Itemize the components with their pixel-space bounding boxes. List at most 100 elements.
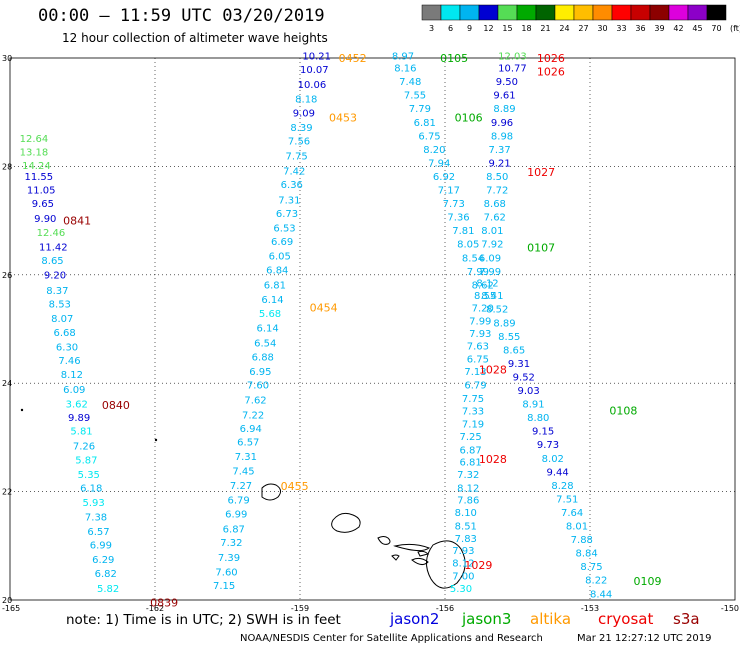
colorbar-label: 21	[540, 24, 550, 33]
swh-value: 7.62	[244, 395, 266, 406]
lon-tick-label: -165	[2, 604, 20, 612]
swh-value: 7.39	[218, 553, 240, 564]
swh-value: 12.46	[37, 228, 66, 239]
swh-value: 7.00	[452, 571, 474, 582]
swh-value: 12.03	[498, 52, 527, 63]
islet-dot	[20, 408, 24, 412]
swh-value: 7.64	[561, 508, 583, 519]
lat-tick-label: 30	[2, 54, 12, 63]
swh-value: 9.89	[68, 413, 90, 424]
swh-value: 7.99	[479, 267, 501, 278]
colorbar-label: 42	[673, 24, 683, 33]
swh-value: 6.81	[460, 458, 482, 469]
island-outline	[417, 550, 429, 557]
swh-value: 7.88	[571, 535, 593, 546]
swh-value: 8.41	[481, 291, 503, 302]
island-outline	[391, 554, 400, 561]
pass-time-label: 1029	[464, 559, 492, 572]
swh-value: 10.77	[498, 64, 527, 75]
swh-value: 7.13	[464, 367, 486, 378]
swh-value: 6.94	[240, 424, 262, 435]
swh-value: 5.82	[97, 584, 119, 595]
swh-value: 7.33	[462, 407, 484, 418]
swh-value: 7.73	[443, 199, 465, 210]
swh-value: 6.54	[254, 338, 276, 349]
swh-value: 12.64	[20, 134, 49, 145]
swh-value: 10.06	[298, 80, 327, 91]
legend-s3a: s3a	[673, 610, 700, 628]
swh-value: 7.92	[481, 240, 503, 251]
colorbar-label: 70	[711, 24, 721, 33]
swh-value: 7.38	[85, 512, 107, 523]
swh-value: 6.18	[80, 484, 102, 495]
swh-value: 6.92	[433, 172, 455, 183]
swh-value: 7.36	[447, 213, 469, 224]
swh-value: 8.75	[580, 562, 602, 573]
lon-tick-label: -150	[721, 604, 739, 612]
swh-value: 8.10	[455, 508, 477, 519]
swh-value: 7.81	[452, 226, 474, 237]
swh-value: 6.88	[252, 352, 274, 363]
swh-value: 5.68	[259, 309, 281, 320]
island-outline	[261, 483, 282, 501]
swh-value: 8.07	[51, 314, 73, 325]
swh-value: 5.93	[83, 498, 105, 509]
lat-tick-label: 24	[2, 379, 12, 388]
swh-value: 13.18	[20, 148, 49, 159]
swh-value: 6.14	[257, 324, 279, 335]
swh-value: 9.73	[537, 440, 559, 451]
swh-value: 7.22	[242, 410, 264, 421]
swh-value: 8.18	[295, 94, 317, 105]
swh-value: 8.97	[392, 52, 414, 63]
colorbar-label: 3	[429, 24, 434, 33]
swh-value: 7.86	[457, 496, 479, 507]
swh-value: 10.21	[302, 52, 331, 63]
islet-dot	[154, 438, 158, 442]
swh-value: 8.62	[472, 280, 494, 291]
island-outline	[411, 557, 429, 566]
swh-value: 8.05	[457, 240, 479, 251]
colorbar-label: 27	[578, 24, 588, 33]
legend-altika: altika	[530, 610, 572, 628]
legend-cryosat: cryosat	[598, 610, 654, 628]
pass-time-label: 0453	[329, 112, 357, 125]
swh-value: 8.89	[493, 104, 515, 115]
pass-time-label: 1026	[537, 52, 565, 65]
swh-value: 7.55	[404, 91, 426, 102]
swh-value: 7.17	[438, 186, 460, 197]
colorbar-swatch	[706, 4, 727, 21]
swh-value: 6.82	[95, 569, 117, 580]
swh-value: 9.21	[489, 158, 511, 169]
swh-value: 6.05	[269, 252, 291, 263]
swh-value: 8.89	[493, 318, 515, 329]
swh-value: 7.31	[235, 452, 257, 463]
swh-value: 10.07	[300, 65, 329, 76]
swh-value: 8.65	[41, 256, 63, 267]
swh-value: 9.52	[513, 372, 535, 383]
swh-value: 7.26	[73, 441, 95, 452]
swh-value: 7.45	[232, 466, 254, 477]
swh-value: 9.96	[491, 118, 513, 129]
swh-value: 8.50	[486, 172, 508, 183]
pass-time-label: 1028	[479, 453, 507, 466]
swh-value: 7.94	[428, 158, 450, 169]
pass-time-label: 0106	[455, 112, 483, 125]
swh-value: 7.62	[484, 213, 506, 224]
swh-value: 8.55	[498, 332, 520, 343]
swh-value: 11.42	[39, 242, 68, 253]
swh-value: 6.73	[276, 209, 298, 220]
swh-value: 14.24	[22, 161, 51, 172]
swh-value: 8.12	[476, 279, 498, 290]
lon-tick-label: -159	[291, 604, 309, 612]
swh-value: 7.83	[455, 534, 477, 545]
colorbar-unit: (ft)	[730, 24, 740, 33]
swh-value: 3.62	[66, 400, 88, 411]
swh-value: 7.31	[278, 195, 300, 206]
swh-value: 8.98	[491, 131, 513, 142]
swh-value: 6.84	[266, 266, 288, 277]
lat-tick-label: 26	[2, 271, 12, 280]
swh-value: 9.61	[493, 91, 515, 102]
colorbar-label: 30	[597, 24, 607, 33]
swh-value: 8.37	[46, 286, 68, 297]
